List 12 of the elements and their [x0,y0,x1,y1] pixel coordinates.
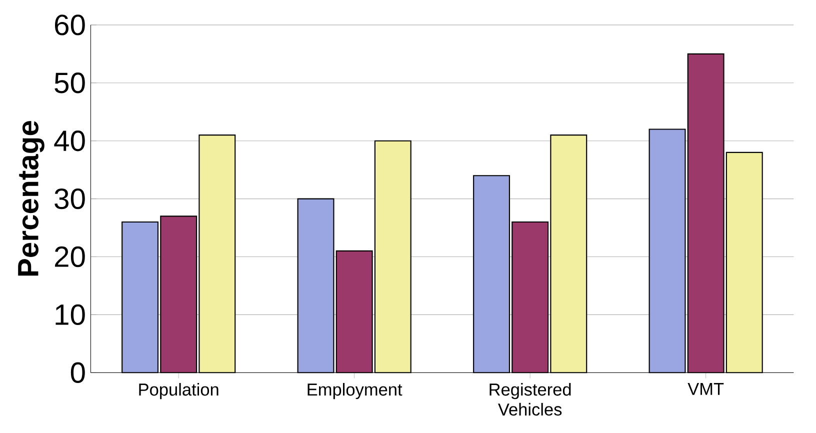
y-tick-label: 40 [54,130,85,152]
y-tick-label: 0 [70,362,85,383]
y-tick-label: 20 [54,246,85,268]
y-axis-title: Percentage [18,120,44,276]
x-tick-label: Employment [308,382,402,400]
y-tick-label: 50 [54,72,85,94]
y-tick-label: 10 [56,304,85,325]
x-tick-label: Registered Vehicles [490,382,571,416]
x-tick-label: VMT [688,382,724,395]
y-tick-label: 60 [54,14,85,36]
x-tick-label: Population [139,382,218,400]
y-tick-label: 30 [54,188,85,210]
